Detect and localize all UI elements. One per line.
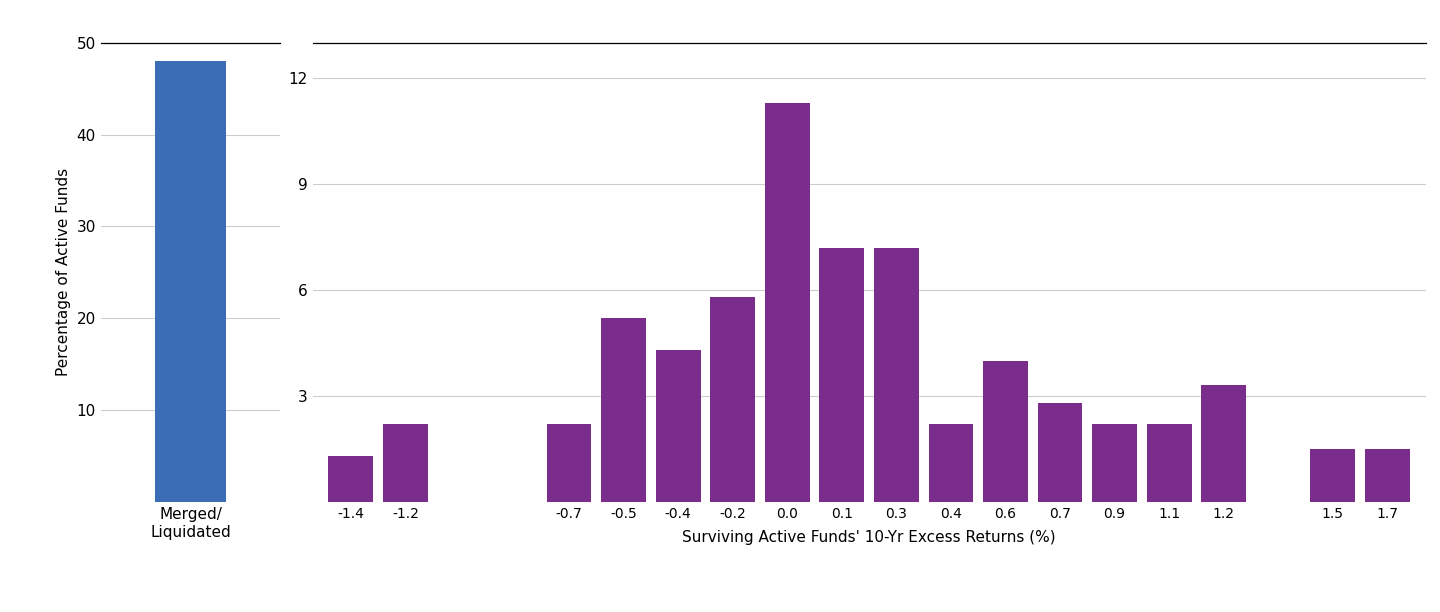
Bar <box>156 61 226 502</box>
Bar <box>383 424 428 502</box>
Y-axis label: Percentage of Active Funds: Percentage of Active Funds <box>56 168 71 376</box>
Bar <box>655 350 700 502</box>
Bar <box>1201 386 1246 502</box>
Bar <box>765 103 809 502</box>
Bar <box>1365 449 1410 502</box>
Bar <box>602 318 647 502</box>
Bar <box>547 424 592 502</box>
Bar <box>1310 449 1355 502</box>
X-axis label: Surviving Active Funds' 10-Yr Excess Returns (%): Surviving Active Funds' 10-Yr Excess Ret… <box>683 530 1056 545</box>
Bar <box>1038 403 1083 502</box>
Bar <box>819 248 864 502</box>
Bar <box>710 297 755 502</box>
Bar <box>929 424 973 502</box>
Bar <box>874 248 919 502</box>
Bar <box>328 456 373 502</box>
Bar <box>1093 424 1138 502</box>
Bar <box>1146 424 1191 502</box>
Bar <box>984 360 1028 502</box>
